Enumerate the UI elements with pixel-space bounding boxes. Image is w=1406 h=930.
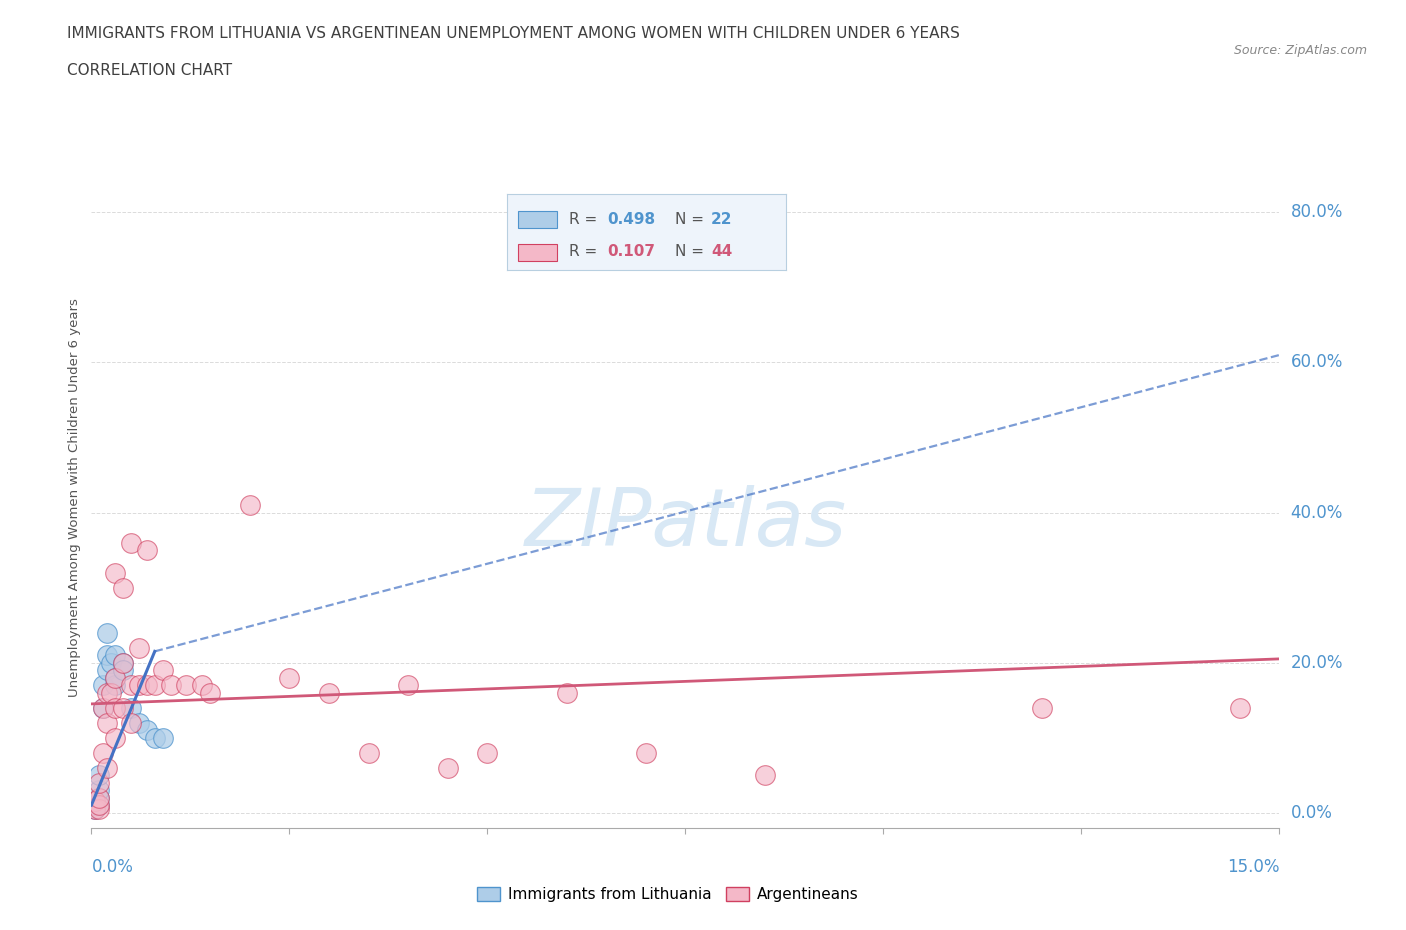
Text: 22: 22 [711, 212, 733, 227]
Point [278, 671, 301, 685]
Text: N =: N = [675, 212, 709, 227]
Point [135, 723, 157, 737]
Bar [519, 211, 557, 228]
Point [100, 685, 122, 700]
Text: ZIPatlas: ZIPatlas [524, 485, 846, 563]
Point [96, 715, 118, 730]
Point [104, 647, 127, 662]
Point [200, 685, 222, 700]
Point [176, 678, 198, 693]
Point [128, 640, 150, 655]
Point [89, 798, 111, 813]
Point [84, 794, 107, 809]
Point [91, 700, 114, 715]
Point [112, 656, 135, 671]
Text: 0.0%: 0.0% [91, 858, 134, 876]
Text: 0.0%: 0.0% [1291, 804, 1333, 822]
Point [89, 790, 111, 805]
Point [128, 678, 150, 693]
Point [96, 760, 118, 775]
Point [104, 730, 127, 745]
Point [436, 760, 458, 775]
Text: 20.0%: 20.0% [1291, 654, 1343, 671]
Point [112, 656, 135, 671]
Point [143, 730, 166, 745]
Point [104, 678, 127, 693]
Point [112, 700, 135, 715]
Text: R =: R = [568, 212, 602, 227]
Point [89, 776, 111, 790]
Point [191, 678, 214, 693]
Text: IMMIGRANTS FROM LITHUANIA VS ARGENTINEAN UNEMPLOYMENT AMONG WOMEN WITH CHILDREN : IMMIGRANTS FROM LITHUANIA VS ARGENTINEAN… [67, 26, 960, 41]
Point [91, 700, 114, 715]
Point [135, 542, 157, 557]
Point [112, 663, 135, 678]
Point [89, 768, 111, 783]
Text: 80.0%: 80.0% [1291, 204, 1343, 221]
Text: R =: R = [568, 245, 602, 259]
Point [112, 580, 135, 595]
Point [120, 700, 142, 715]
Point [104, 565, 127, 580]
Point [89, 790, 111, 805]
Point [104, 671, 127, 685]
Point [89, 802, 111, 817]
Point [89, 798, 111, 813]
Point [120, 535, 142, 550]
Point [128, 715, 150, 730]
Point [396, 678, 419, 693]
Point [143, 678, 166, 693]
Point [96, 647, 118, 662]
Point [152, 663, 174, 678]
Point [152, 730, 174, 745]
Y-axis label: Unemployment Among Women with Children Under 6 years: Unemployment Among Women with Children U… [67, 299, 82, 697]
Text: CORRELATION CHART: CORRELATION CHART [67, 63, 232, 78]
Point [96, 685, 118, 700]
Text: N =: N = [675, 245, 709, 259]
Text: Source: ZipAtlas.com: Source: ZipAtlas.com [1233, 44, 1367, 57]
Text: 15.0%: 15.0% [1227, 858, 1279, 876]
Point [477, 745, 499, 760]
Point [84, 798, 107, 813]
Point [239, 498, 262, 512]
Point [555, 685, 578, 700]
Point [634, 745, 657, 760]
Point [1031, 700, 1053, 715]
Text: 60.0%: 60.0% [1291, 353, 1343, 371]
Point [100, 656, 122, 671]
Point [104, 671, 127, 685]
Point [89, 783, 111, 798]
Text: 0.107: 0.107 [607, 245, 655, 259]
Point [318, 685, 340, 700]
Legend: Immigrants from Lithuania, Argentineans: Immigrants from Lithuania, Argentineans [471, 881, 865, 909]
Point [135, 678, 157, 693]
Point [754, 768, 776, 783]
Point [120, 715, 142, 730]
Point [84, 802, 107, 817]
Text: 40.0%: 40.0% [1291, 503, 1343, 522]
Point [91, 745, 114, 760]
Point [96, 663, 118, 678]
Point [84, 802, 107, 817]
Point [357, 745, 380, 760]
Point [159, 678, 181, 693]
Text: 44: 44 [711, 245, 733, 259]
Point [1229, 700, 1251, 715]
Text: 0.498: 0.498 [607, 212, 655, 227]
Point [120, 678, 142, 693]
Bar [519, 244, 557, 260]
Point [96, 625, 118, 640]
Point [104, 700, 127, 715]
Point [91, 678, 114, 693]
